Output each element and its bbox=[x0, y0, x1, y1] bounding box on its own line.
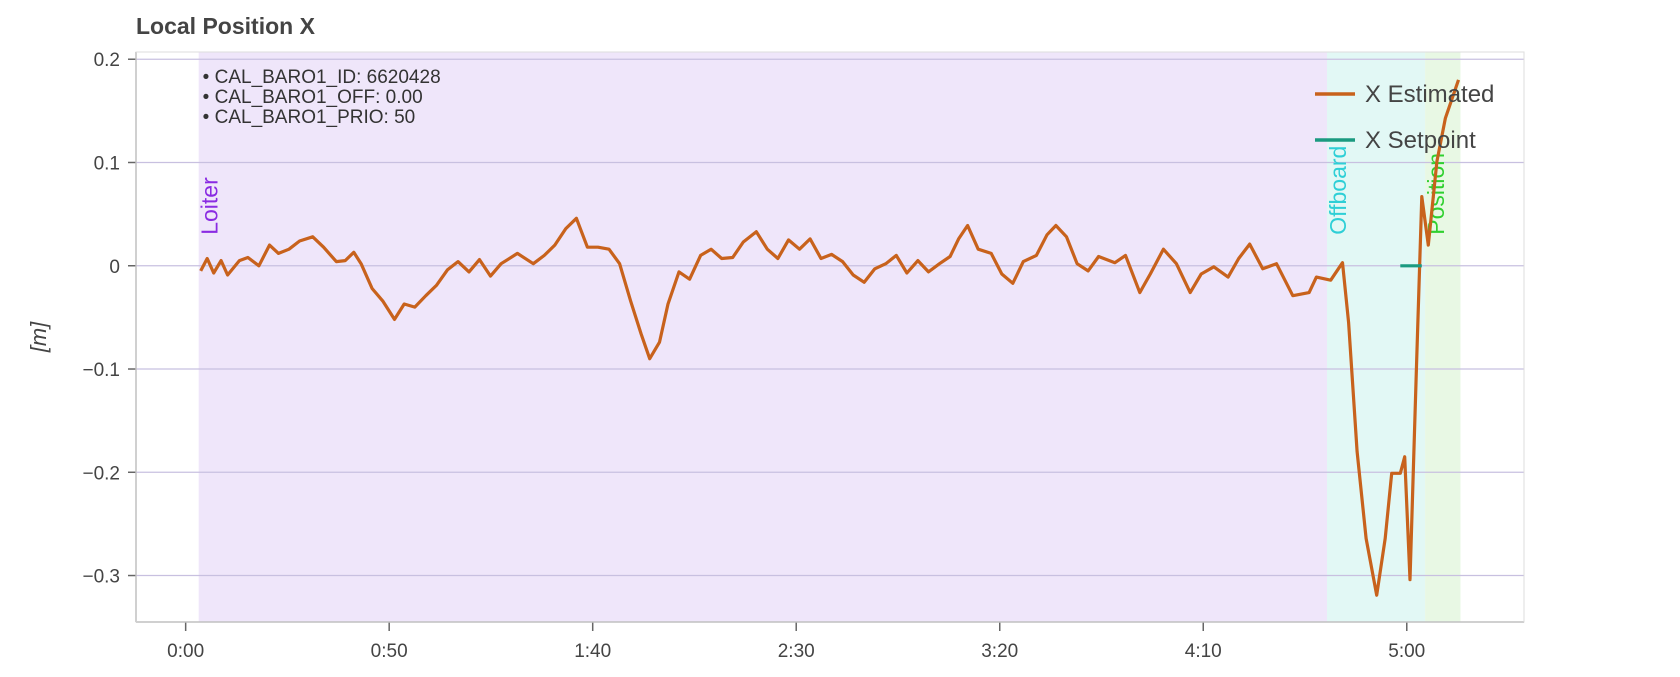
x-tick-label: 3:20 bbox=[981, 641, 1018, 662]
y-tick-label: −0.1 bbox=[82, 360, 120, 381]
legend-label: X Estimated bbox=[1365, 81, 1494, 108]
mode-region bbox=[198, 52, 1327, 622]
y-tick-label: 0.2 bbox=[94, 50, 120, 71]
y-tick-label: −0.2 bbox=[82, 463, 120, 484]
x-tick-label: 5:00 bbox=[1388, 641, 1425, 662]
annotation: • CAL_BARO1_PRIO: 50 bbox=[203, 107, 416, 128]
annotation: • CAL_BARO1_OFF: 0.00 bbox=[203, 87, 423, 108]
mode-region bbox=[1425, 52, 1461, 622]
annotation: • CAL_BARO1_ID: 6620428 bbox=[203, 67, 441, 88]
x-tick-label: 1:40 bbox=[574, 641, 611, 662]
x-tick-label: 0:50 bbox=[371, 641, 408, 662]
mode-label: Offboard bbox=[1325, 146, 1351, 235]
x-tick-label: 4:10 bbox=[1185, 641, 1222, 662]
plot-frame bbox=[135, 51, 1525, 623]
y-tick-label: 0.1 bbox=[94, 153, 120, 174]
series-line bbox=[199, 79, 1461, 597]
x-tick-label: 0:00 bbox=[167, 641, 204, 662]
y-tick-label: −0.3 bbox=[82, 567, 120, 588]
y-axis-label: [m] bbox=[26, 321, 51, 353]
chart-title: Local Position X bbox=[136, 13, 316, 39]
y-tick-label: 0 bbox=[109, 257, 120, 278]
legend-label: X Setpoint bbox=[1365, 127, 1476, 154]
mode-label: Loiter bbox=[197, 177, 223, 235]
x-tick-label: 2:30 bbox=[778, 641, 815, 662]
